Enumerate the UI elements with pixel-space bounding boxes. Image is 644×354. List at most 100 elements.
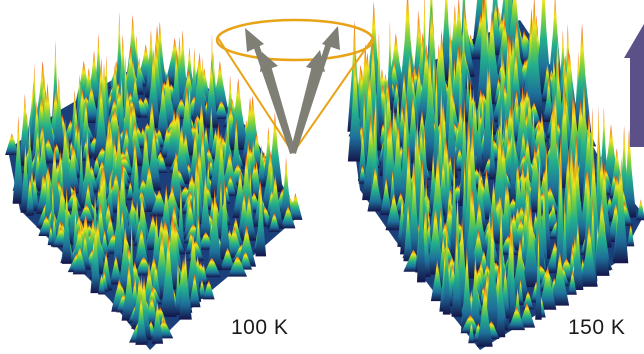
surface-spike	[160, 234, 177, 317]
surface-spike	[20, 141, 31, 213]
surface-spike	[524, 0, 545, 122]
surface-spike	[174, 259, 182, 316]
surface-spike	[509, 89, 516, 208]
surface-spike	[538, 265, 557, 310]
surface-spike	[126, 197, 138, 240]
surface-spike	[522, 291, 534, 310]
surface-spike	[288, 192, 303, 220]
surface-spike	[567, 270, 577, 295]
surface-spike	[146, 48, 161, 128]
surface-spike	[227, 255, 248, 277]
surface-spike	[460, 246, 473, 332]
surface-spike	[593, 194, 610, 276]
surface-spike	[207, 187, 223, 271]
surface-spike	[614, 157, 629, 264]
surface-spike	[509, 227, 517, 323]
surface-spike	[72, 245, 87, 275]
surface-spike	[50, 215, 58, 247]
surface-spike	[197, 231, 214, 250]
surface-spike	[367, 165, 384, 212]
surface-spike	[90, 218, 101, 294]
surface-spike	[79, 148, 97, 209]
surface-spike	[151, 300, 164, 344]
surface-spike	[476, 283, 493, 347]
surface-spike	[280, 205, 296, 229]
temperature-label-100k: 100 K	[231, 316, 289, 339]
surface-spike	[18, 93, 32, 166]
surface-spike	[500, 181, 512, 251]
surface-spike	[170, 49, 182, 117]
surface-spike	[445, 73, 458, 179]
surface-spike	[541, 63, 554, 102]
surface-spike	[156, 154, 168, 173]
surface-spike	[532, 167, 546, 281]
surface-spike	[380, 176, 393, 216]
surface-spike	[241, 193, 257, 241]
surface-spike	[126, 102, 135, 168]
surface-spike	[236, 225, 257, 267]
surface-spike	[79, 98, 93, 159]
surface-spike	[522, 209, 540, 288]
surface-spike	[77, 204, 95, 224]
surface-plot-100k	[5, 11, 303, 350]
surface-spike	[133, 226, 150, 269]
surface-spike	[496, 247, 506, 338]
surface-spike	[160, 184, 173, 241]
field-arrow	[624, 24, 644, 147]
surface-spike	[430, 259, 444, 302]
surface-spike	[416, 155, 426, 283]
surface-spike	[621, 128, 637, 218]
surface-spike	[52, 76, 65, 154]
surface-spike	[185, 229, 202, 302]
surface-spike	[126, 181, 135, 201]
surface-spike	[422, 44, 438, 171]
field-arrow-head	[624, 24, 644, 58]
surface-spike	[220, 247, 235, 270]
surface-spike	[357, 127, 368, 182]
surface-spike	[188, 273, 201, 308]
surface-spike	[347, 53, 363, 162]
surface-spike	[427, 150, 448, 254]
surface-left-spikes	[5, 11, 303, 345]
surface-spike	[83, 85, 100, 124]
surface-spike	[403, 201, 413, 262]
surface-spike	[468, 321, 475, 344]
surface-spike	[543, 77, 554, 122]
surface-spike	[219, 178, 231, 260]
surface-spike	[267, 173, 284, 229]
field-arrow-shaft	[630, 55, 644, 147]
surface-spike	[12, 115, 24, 204]
surface-spike	[518, 302, 536, 328]
surface-spike	[31, 100, 43, 167]
surface-spike	[255, 180, 267, 257]
spin-cone-diagram	[215, 18, 375, 154]
surface-spike	[204, 59, 219, 128]
surface-spike	[426, 204, 445, 275]
surface-spike	[62, 184, 72, 264]
surface-right-spikes	[347, 0, 644, 347]
surface-spike	[460, 314, 481, 334]
surface-spike	[496, 43, 508, 148]
surface-spike	[93, 81, 109, 161]
surface-spike	[40, 124, 47, 198]
surface-spike	[199, 171, 212, 242]
surface-spike	[488, 116, 496, 180]
cone-rim	[215, 18, 375, 62]
surface-spike	[543, 96, 564, 214]
surface-spike	[580, 222, 598, 287]
surface-spike	[135, 191, 149, 262]
surface-spike	[469, 253, 482, 334]
surface-spike	[385, 191, 402, 231]
surface-spike	[442, 218, 451, 315]
surface-spike	[5, 133, 19, 156]
temperature-label-150k: 150 K	[568, 316, 626, 339]
surface-spike	[572, 23, 592, 135]
spin-arrow-3	[260, 52, 296, 154]
surface-spike	[134, 57, 144, 95]
surface-spike	[280, 157, 292, 220]
spin-arrow-4	[290, 50, 325, 154]
surface-spike	[177, 183, 185, 252]
surface-spike	[109, 254, 122, 285]
surface-spike	[517, 278, 524, 305]
